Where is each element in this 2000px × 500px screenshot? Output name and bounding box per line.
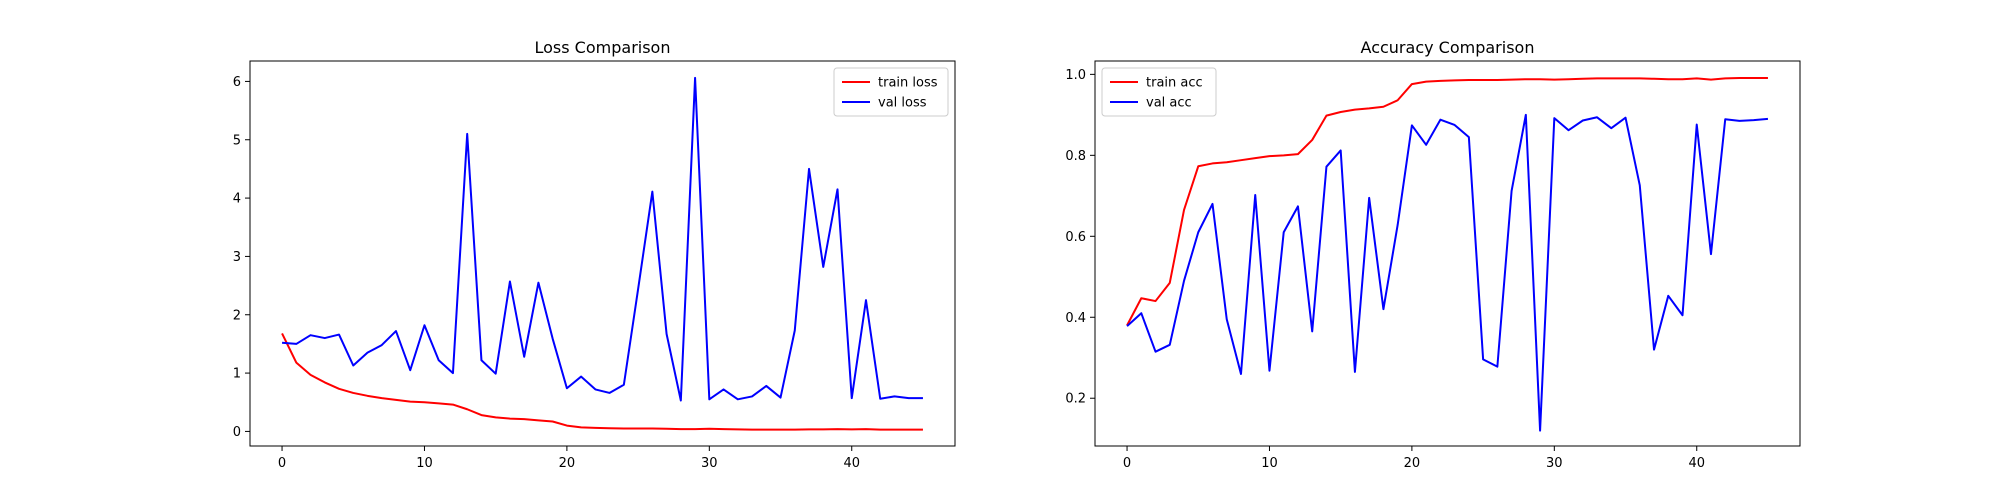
loss-y-tick-label: 0 xyxy=(233,425,241,440)
loss-x-tick-label: 30 xyxy=(701,456,718,471)
loss-x-tick-label: 10 xyxy=(416,456,433,471)
accuracy-chart-marks: 0 10 20 30 40 0.2 0.4 0.6 0.8 1.0 train acc val acc xyxy=(1065,60,1801,471)
train-acc-line xyxy=(1126,77,1768,326)
accuracy-y-tick-label: 0.2 xyxy=(1065,392,1086,407)
accuracy-y-tick-label: 0.8 xyxy=(1065,149,1086,164)
loss-y-tick-label: 4 xyxy=(233,192,241,207)
loss-legend: train loss val loss xyxy=(833,67,949,117)
val-acc-legend-label: val acc xyxy=(1146,96,1192,111)
train-loss-legend-label: train loss xyxy=(878,76,938,91)
accuracy-x-tick-label: 20 xyxy=(1404,456,1421,471)
accuracy-x-tick-label: 30 xyxy=(1546,456,1563,471)
accuracy-x-tick-label: 0 xyxy=(1123,456,1131,471)
accuracy-axes-frame xyxy=(1094,60,1801,447)
val-loss-line xyxy=(281,76,923,402)
accuracy-x-tick-label: 40 xyxy=(1688,456,1705,471)
loss-y-tick-label: 5 xyxy=(233,133,241,148)
accuracy-legend: train acc val acc xyxy=(1101,67,1217,117)
train-acc-legend-label: train acc xyxy=(1146,76,1203,91)
loss-x-tick-label: 40 xyxy=(843,456,860,471)
loss-x-tick-label: 20 xyxy=(559,456,576,471)
loss-y-tick-label: 3 xyxy=(233,250,241,265)
accuracy-chart: Accuracy Comparison 0 10 20 30 40 0.2 0.4 0.6 0.… xyxy=(1065,38,1801,471)
loss-y-tick-label: 2 xyxy=(233,308,241,323)
accuracy-legend-box xyxy=(1101,67,1217,117)
train-loss-line xyxy=(281,332,923,431)
loss-y-tick-label: 6 xyxy=(233,75,241,90)
val-acc-line xyxy=(1126,113,1769,432)
loss-chart-title: Loss Comparison xyxy=(535,38,671,57)
loss-y-tick-label: 1 xyxy=(233,367,241,382)
accuracy-y-tick-label: 0.4 xyxy=(1065,311,1086,326)
val-loss-legend-label: val loss xyxy=(878,96,927,111)
loss-chart: Loss Comparison 0 10 20 30 40 0 1 2 3 4 5 6 train lo… xyxy=(233,38,956,471)
accuracy-y-tick-label: 1.0 xyxy=(1065,68,1086,83)
loss-x-tick-label: 0 xyxy=(278,456,286,471)
loss-chart-marks: 0 10 20 30 40 0 1 2 3 4 5 6 train loss val loss xyxy=(233,60,956,471)
accuracy-y-tick-label: 0.6 xyxy=(1065,230,1086,245)
accuracy-chart-title: Accuracy Comparison xyxy=(1361,38,1535,57)
accuracy-x-tick-label: 10 xyxy=(1261,456,1278,471)
loss-legend-box xyxy=(833,67,949,117)
loss-axes-frame xyxy=(249,60,956,447)
